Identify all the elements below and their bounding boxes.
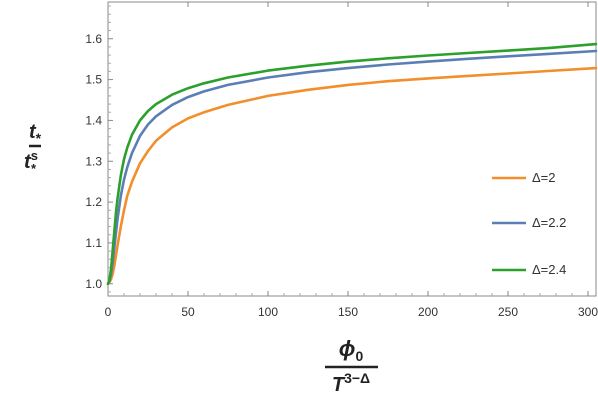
plot-area-border	[107, 1, 597, 297]
plot-frame	[107, 1, 597, 297]
x-tick-label: 50	[181, 305, 195, 319]
legend: Δ=2 Δ=2.2 Δ=2.4	[492, 170, 566, 277]
x-tick-label: 200	[418, 305, 438, 319]
series-line-2	[106, 49, 598, 286]
x-tick-label: 150	[338, 305, 358, 319]
legend-item: Δ=2.4	[492, 262, 566, 277]
legend-label: Δ=2	[532, 170, 556, 185]
x-axis-ticks: 0 50 100 150 200 250 300	[105, 2, 598, 319]
y-tick-label: 1.3	[85, 154, 102, 168]
legend-item: Δ=2.2	[492, 215, 566, 230]
y-axis-ticks: 1.0 1.1 1.2 1.3 1.4 1.5 1.6	[85, 5, 113, 293]
svg-text:T3−Δ: T3−Δ	[332, 370, 370, 396]
y-label-numerator-subscript: *	[36, 130, 42, 146]
series-line-3	[106, 42, 598, 286]
y-tick-label: 1.5	[85, 73, 102, 87]
legend-label: Δ=2.4	[532, 262, 566, 277]
svg-text:ϕ0: ϕ0	[339, 336, 364, 364]
x-tick-label: 100	[258, 305, 278, 319]
series-line-1	[106, 66, 598, 286]
y-tick-label: 1.4	[85, 113, 102, 127]
y-label-denominator-subscript: *	[31, 161, 37, 176]
svg-text:ts*: ts *	[24, 148, 38, 176]
x-label-numerator: ϕ	[339, 336, 356, 361]
x-label-denominator-superscript: 3−Δ	[344, 370, 370, 386]
x-label-numerator-subscript: 0	[355, 348, 363, 364]
y-label-denominator: t	[24, 151, 32, 173]
y-tick-label: 1.1	[85, 236, 102, 250]
svg-text:t*: t*	[29, 121, 42, 146]
y-axis-label: t* ts *	[24, 121, 42, 176]
x-label-denominator: T	[332, 374, 346, 396]
y-tick-label: 1.6	[85, 32, 102, 46]
series-layer	[106, 42, 598, 286]
legend-item: Δ=2	[492, 170, 556, 185]
y-label-denominator-superscript: s	[31, 148, 38, 163]
x-axis-label: ϕ0 T3−Δ	[325, 336, 378, 396]
y-label-numerator: t	[29, 121, 37, 143]
x-tick-label: 300	[578, 305, 598, 319]
legend-label: Δ=2.2	[532, 215, 566, 230]
y-tick-label: 1.2	[85, 195, 102, 209]
y-tick-label: 1.0	[85, 277, 102, 291]
x-tick-label: 0	[105, 305, 112, 319]
x-tick-label: 250	[498, 305, 518, 319]
